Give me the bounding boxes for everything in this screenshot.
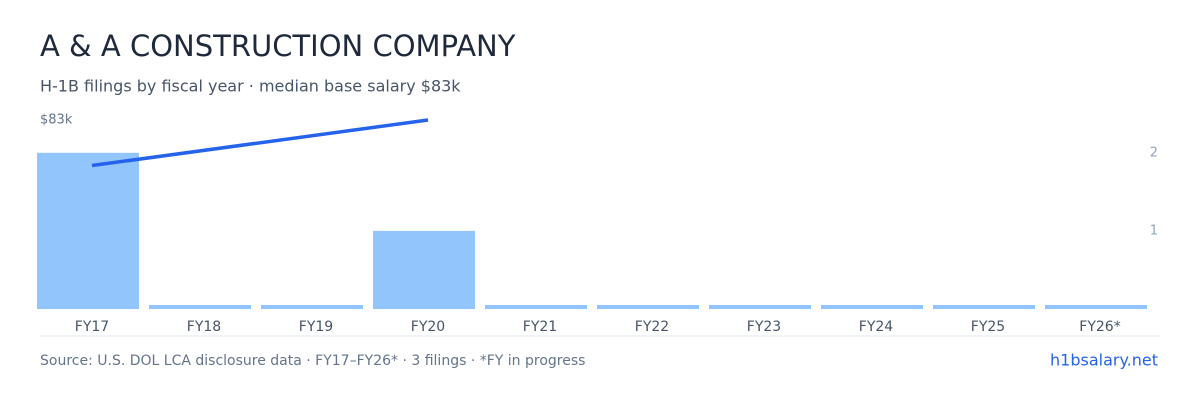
bar: [709, 305, 811, 309]
x-tick-label: FY22: [635, 319, 669, 335]
x-tick-label: FY19: [299, 319, 333, 335]
x-tick-label: FY24: [859, 319, 894, 335]
bar: [933, 305, 1035, 309]
bar: [821, 305, 923, 309]
x-tick-label: FY17: [75, 319, 109, 335]
chart-subtitle: H-1B filings by fiscal year · median bas…: [40, 77, 461, 96]
x-tick-label: FY20: [411, 319, 445, 335]
chart-title: A & A CONSTRUCTION COMPANY: [40, 29, 516, 63]
bar: [261, 305, 363, 309]
bar: [485, 305, 587, 309]
bar: [37, 152, 139, 309]
site-link[interactable]: h1bsalary.net: [1050, 351, 1158, 370]
bar: [149, 305, 251, 309]
x-tick-label: FY25: [971, 319, 1005, 335]
x-tick-label: FY26*: [1079, 319, 1120, 335]
x-tick-label: FY18: [187, 319, 221, 335]
y2-tick-label: 1: [1150, 223, 1158, 238]
bar: [1045, 305, 1147, 309]
salary-line: [91, 118, 429, 168]
x-tick-label: FY23: [747, 319, 781, 335]
y2-tick-label: 2: [1150, 145, 1158, 160]
source-note: Source: U.S. DOL LCA disclosure data · F…: [40, 353, 585, 369]
bar: [597, 305, 699, 309]
y-tick-label: $83k: [40, 113, 73, 128]
bar: [373, 230, 475, 309]
x-tick-label: FY21: [523, 319, 557, 335]
